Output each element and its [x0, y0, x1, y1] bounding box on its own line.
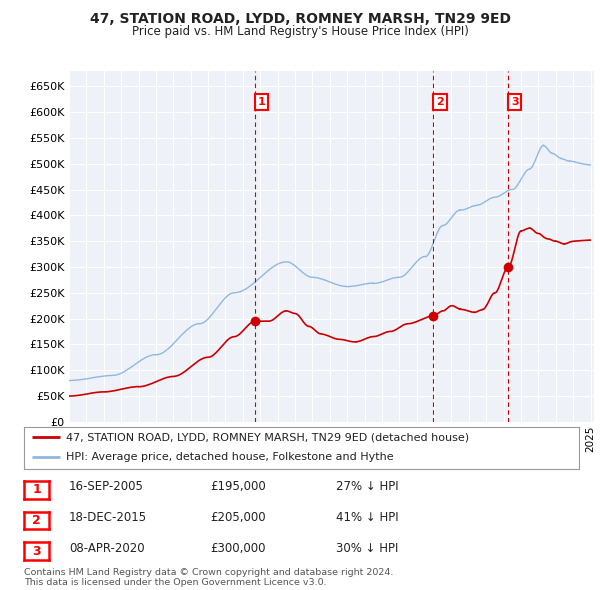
- Text: Contains HM Land Registry data © Crown copyright and database right 2024.
This d: Contains HM Land Registry data © Crown c…: [24, 568, 394, 587]
- Text: 2: 2: [32, 514, 41, 527]
- Text: £195,000: £195,000: [210, 480, 266, 493]
- Text: 08-APR-2020: 08-APR-2020: [69, 542, 145, 555]
- Text: 47, STATION ROAD, LYDD, ROMNEY MARSH, TN29 9ED (detached house): 47, STATION ROAD, LYDD, ROMNEY MARSH, TN…: [65, 432, 469, 442]
- Text: £205,000: £205,000: [210, 511, 266, 524]
- Text: 41% ↓ HPI: 41% ↓ HPI: [336, 511, 398, 524]
- Text: Price paid vs. HM Land Registry's House Price Index (HPI): Price paid vs. HM Land Registry's House …: [131, 25, 469, 38]
- Text: 18-DEC-2015: 18-DEC-2015: [69, 511, 147, 524]
- Text: 3: 3: [511, 97, 518, 107]
- Text: 1: 1: [258, 97, 266, 107]
- Text: 30% ↓ HPI: 30% ↓ HPI: [336, 542, 398, 555]
- Text: 1: 1: [32, 483, 41, 496]
- Text: £300,000: £300,000: [210, 542, 265, 555]
- Text: 47, STATION ROAD, LYDD, ROMNEY MARSH, TN29 9ED: 47, STATION ROAD, LYDD, ROMNEY MARSH, TN…: [89, 12, 511, 26]
- Text: HPI: Average price, detached house, Folkestone and Hythe: HPI: Average price, detached house, Folk…: [65, 452, 393, 462]
- Text: 3: 3: [32, 545, 41, 558]
- Text: 2: 2: [436, 97, 444, 107]
- Text: 27% ↓ HPI: 27% ↓ HPI: [336, 480, 398, 493]
- Text: 16-SEP-2005: 16-SEP-2005: [69, 480, 144, 493]
